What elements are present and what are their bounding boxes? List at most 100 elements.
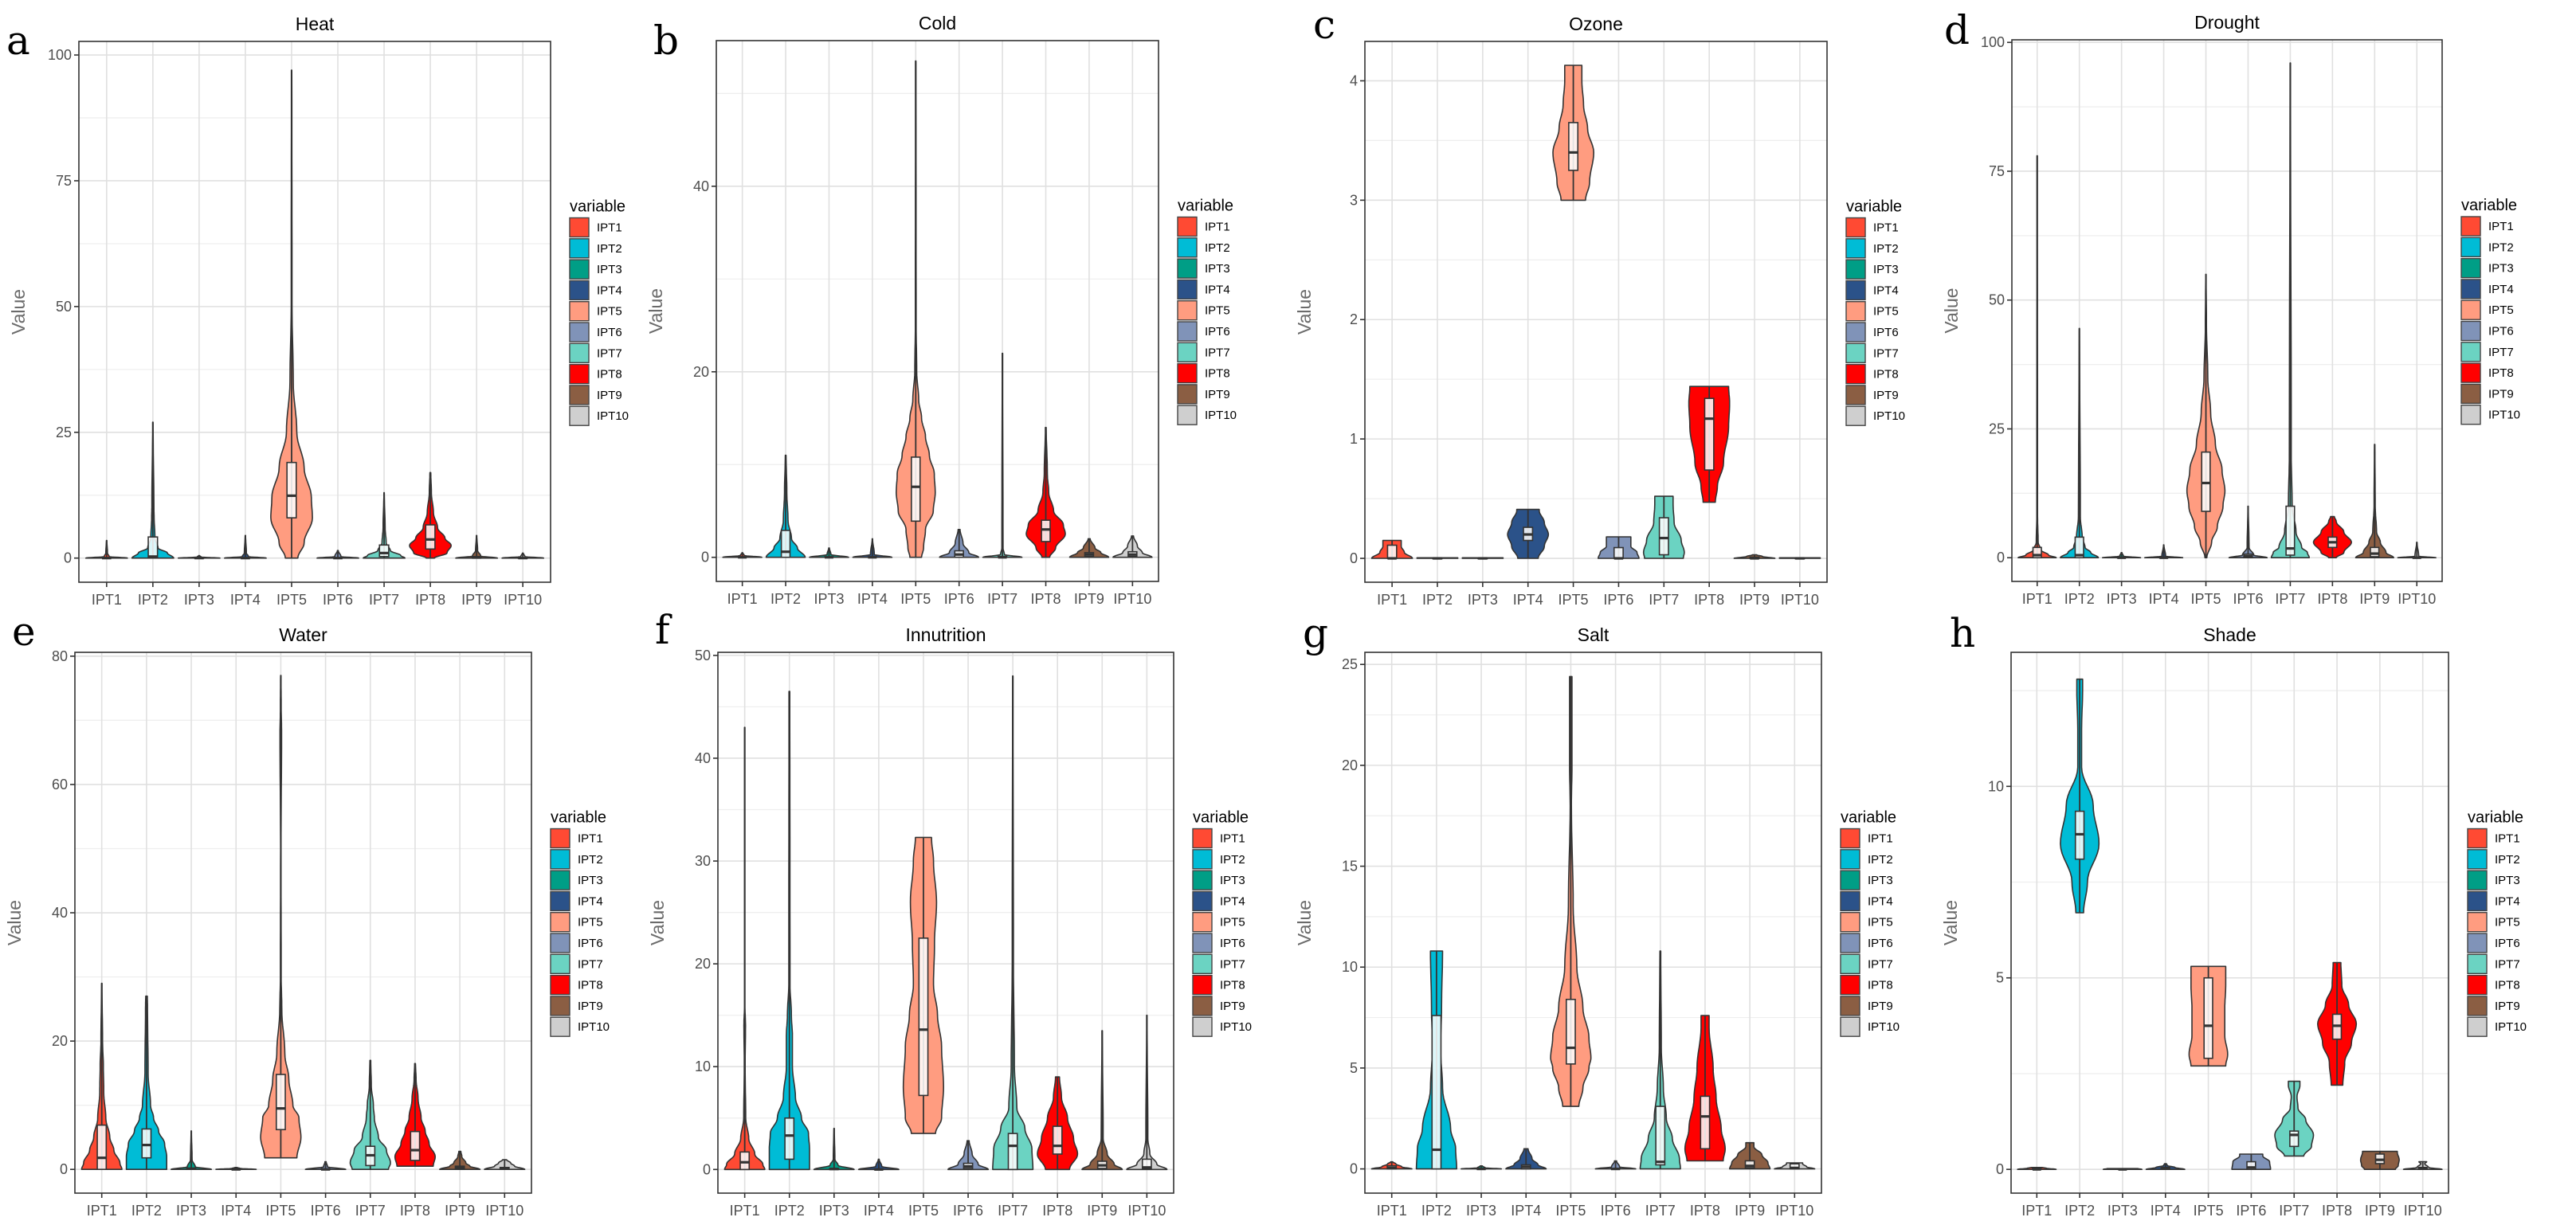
legend-label: IPT6 [578, 937, 603, 950]
legend-label: IPT1 [2495, 832, 2520, 846]
box-IPT5 [911, 456, 921, 522]
box-IPT8 [1052, 1125, 1063, 1155]
x-tick-label: IPT5 [265, 1203, 296, 1219]
legend-key-IPT5 [1845, 301, 1866, 322]
x-tick-label: IPT2 [770, 591, 801, 607]
legend-label: IPT7 [1868, 957, 1893, 971]
legend-label: IPT9 [1868, 1000, 1893, 1013]
legend-label: IPT2 [1868, 853, 1893, 867]
box-IPT7 [1007, 1133, 1018, 1171]
legend-label: IPT8 [578, 979, 603, 992]
legend-key-IPT2 [1177, 237, 1198, 258]
box-IPT7 [2289, 1130, 2300, 1148]
legend-key-IPT9 [1845, 385, 1866, 405]
x-tick-label: IPT1 [1377, 1203, 1407, 1219]
legend-label: IPT3 [1220, 874, 1245, 887]
x-tick-label: IPT10 [2398, 591, 2436, 607]
legend-label: IPT9 [1220, 1000, 1245, 1013]
legend-label: IPT9 [2495, 1000, 2520, 1013]
box-IPT9 [2370, 546, 2380, 558]
y-tick-label: 0 [703, 1161, 711, 1177]
legend-key-IPT8 [550, 974, 570, 996]
legend-label: IPT4 [1873, 284, 1899, 297]
box-IPT5 [1565, 998, 1576, 1065]
legend-label: IPT6 [1873, 326, 1899, 339]
legend-key-IPT8 [1845, 363, 1866, 385]
legend-label: IPT5 [2495, 916, 2520, 929]
x-tick-label: IPT6 [2233, 591, 2263, 607]
legend-key-IPT6 [2460, 320, 2481, 342]
legend: variable IPT1 IPT2 IPT3 IPT4 IPT5 IPT6 IPT7 IPT8… [1177, 198, 1237, 425]
box-IPT7 [1655, 1106, 1666, 1166]
legend-key-IPT1 [2467, 828, 2488, 849]
legend-key-IPT4 [1840, 890, 1860, 912]
box-IPT7 [378, 544, 390, 558]
legend-label: IPT5 [1873, 305, 1899, 319]
y-tick-label: 40 [52, 905, 68, 921]
legend-key-IPT7 [1192, 953, 1213, 975]
x-tick-label: IPT4 [864, 1203, 894, 1219]
legend-label: IPT9 [1205, 388, 1230, 401]
x-tick-label: IPT8 [400, 1203, 430, 1219]
y-tick-label: 50 [56, 299, 72, 315]
legend-label: IPT9 [597, 389, 622, 402]
y-tick-label: 80 [52, 648, 68, 664]
x-tick-label: IPT10 [1127, 1203, 1166, 1219]
x-tick-label: IPT10 [2404, 1203, 2442, 1219]
legend-label: IPT1 [1868, 832, 1893, 846]
panel-title: Salt [1578, 624, 1610, 645]
box-IPT8 [425, 524, 436, 550]
y-tick-label: 0 [1350, 550, 1358, 566]
legend-key-IPT9 [1177, 384, 1198, 405]
x-tick-label: IPT9 [2359, 591, 2390, 607]
y-tick-label: 50 [1989, 292, 2005, 308]
panel-letter: g [1303, 610, 1328, 656]
legend: variable IPT1 IPT2 IPT3 IPT4 IPT5 IPT6 IPT7 IPT8… [2460, 197, 2520, 425]
legend-label: IPT10 [1868, 1020, 1900, 1034]
legend: variable IPT1 IPT2 IPT3 IPT4 IPT5 IPT6 IPT7 IPT8… [1840, 809, 1900, 1037]
box-IPT1 [1386, 544, 1398, 559]
box-IPT6 [1613, 546, 1624, 559]
legend-label: IPT2 [1220, 853, 1245, 867]
legend-label: IPT5 [578, 916, 603, 929]
x-tick-label: IPT1 [1377, 592, 1407, 608]
legend-label: IPT3 [2488, 262, 2514, 276]
legend-label: IPT7 [2488, 346, 2514, 359]
legend-label: IPT8 [1205, 367, 1230, 381]
x-tick-label: IPT7 [355, 1203, 386, 1219]
box-IPT1 [2032, 546, 2042, 559]
legend-label: IPT2 [2488, 241, 2514, 254]
legend-key-IPT6 [1192, 933, 1213, 953]
legend-key-IPT2 [2467, 849, 2488, 870]
legend-key-IPT8 [1177, 362, 1198, 384]
box-IPT5 [918, 937, 929, 1097]
panel-drought: d Drought 0 25 50 75 100 IPT1 IPT2 IPT3 IPT4 IPT5 IP… [1941, 7, 2520, 607]
legend-key-IPT7 [1840, 953, 1860, 975]
legend-key-IPT3 [1177, 258, 1198, 279]
box-IPT8 [1704, 397, 1715, 471]
y-tick-label: 25 [56, 425, 72, 440]
panel-title: Innutrition [905, 624, 986, 645]
x-tick-label: IPT4 [1513, 592, 1543, 608]
y-tick-label: 40 [693, 178, 709, 194]
y-tick-label: 10 [695, 1059, 711, 1074]
legend-label: IPT3 [1868, 874, 1893, 887]
legend-key-IPT7 [569, 342, 590, 363]
plot-border [1364, 41, 1828, 583]
x-tick-label: IPT8 [1031, 591, 1061, 607]
x-tick-label: IPT5 [908, 1203, 939, 1219]
x-tick-label: IPT5 [900, 591, 931, 607]
x-tick-label: IPT4 [2151, 1203, 2181, 1219]
legend-title: variable [1846, 198, 1902, 216]
y-axis-label: Value [1294, 900, 1315, 945]
plot-background [716, 41, 1159, 581]
y-axis-label: Value [8, 289, 29, 335]
legend-key-IPT2 [2460, 237, 2481, 257]
x-tick-label: IPT8 [2317, 591, 2347, 607]
x-tick-label: IPT6 [944, 591, 974, 607]
x-tick-label: IPT2 [1422, 592, 1453, 608]
y-tick-label: 40 [695, 750, 711, 766]
y-tick-label: 25 [1989, 421, 2005, 436]
panel-title: Cold [919, 13, 956, 33]
legend-label: IPT2 [597, 242, 622, 256]
